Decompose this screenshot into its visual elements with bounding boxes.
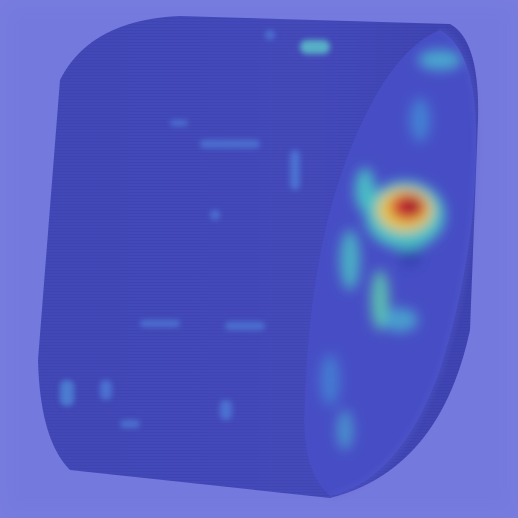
overlay-tint: [0, 0, 518, 518]
heatmap-scene: [0, 0, 518, 518]
